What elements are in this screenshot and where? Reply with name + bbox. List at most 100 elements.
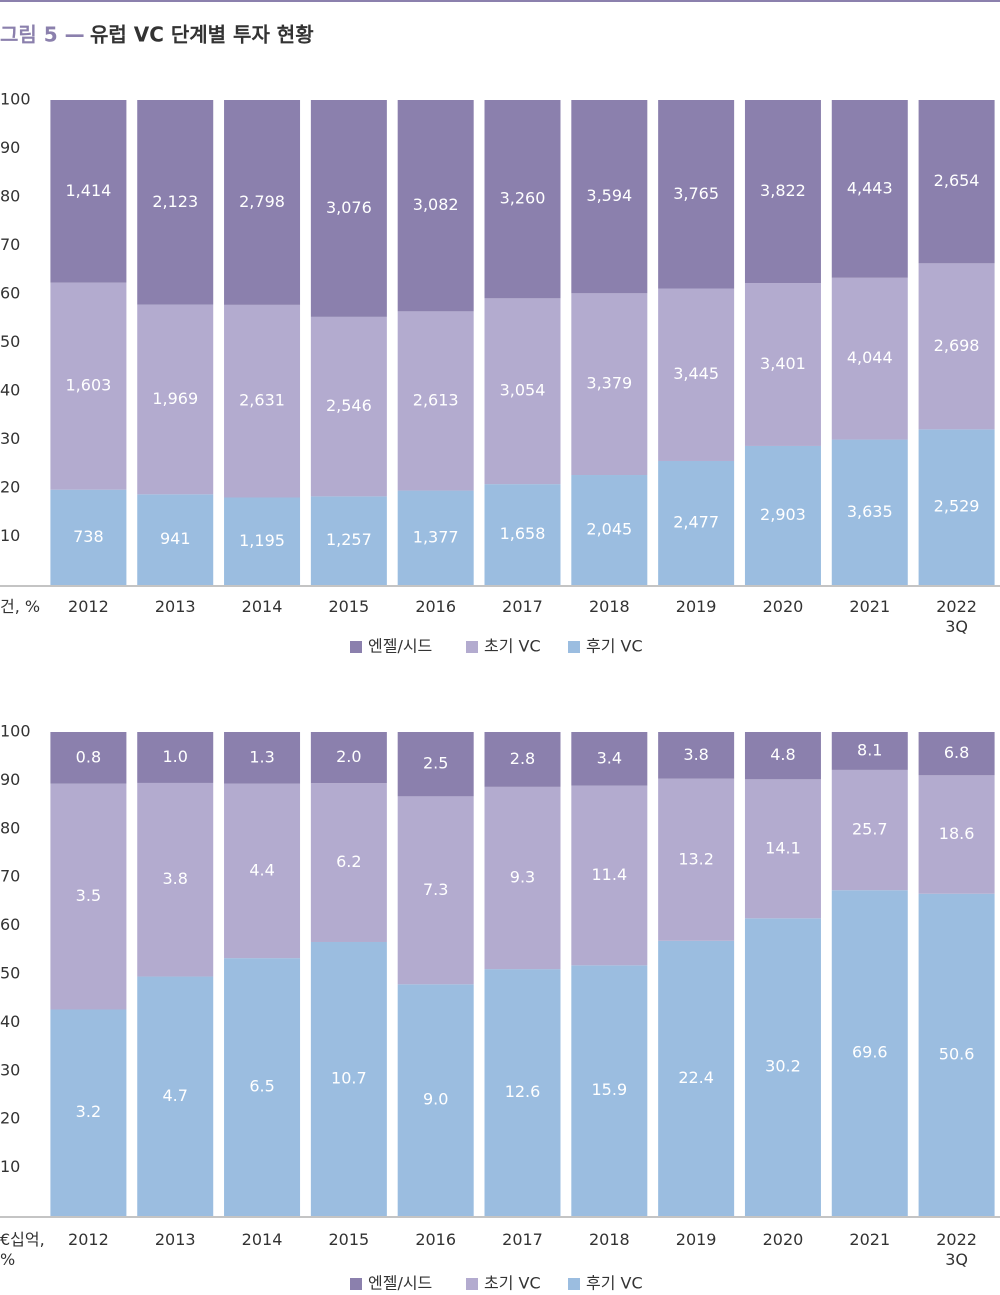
- y-tick-label: 70: [0, 867, 20, 886]
- y-tick-label: 90: [0, 770, 20, 789]
- value-label: 2,613: [413, 390, 459, 409]
- value-label: 30.2: [765, 1057, 801, 1076]
- y-axis-label: 건, %: [0, 597, 40, 616]
- bar-segment: [658, 288, 735, 461]
- bar-segment: [224, 100, 301, 305]
- x-tick-label: 2015: [329, 597, 370, 616]
- y-tick-label: 10: [0, 1157, 20, 1176]
- value-label: 14.1: [765, 838, 801, 857]
- x-tick-label: 2015: [329, 1230, 370, 1249]
- value-label: 941: [160, 529, 191, 548]
- x-tick-label: 2017: [502, 1230, 543, 1249]
- value-label: 2,546: [326, 396, 372, 415]
- x-tick-label: 2019: [676, 597, 717, 616]
- y-tick-label: 90: [0, 138, 20, 157]
- chart-title: 유럽 VC 단계별 투자 현황: [90, 23, 314, 47]
- value-label: 3,765: [673, 184, 719, 203]
- y-tick-label: 40: [0, 381, 20, 400]
- value-label: 2,045: [586, 520, 632, 539]
- bar-segment: [744, 732, 821, 780]
- bar-segment: [50, 783, 127, 1010]
- value-label: 2,123: [152, 192, 198, 211]
- value-label: 4,044: [847, 348, 893, 367]
- value-label: 2,698: [934, 336, 980, 355]
- bar-segment: [658, 732, 735, 779]
- bar-segment: [397, 796, 474, 985]
- value-label: 1,603: [66, 376, 112, 395]
- bar-segment: [484, 732, 561, 787]
- bar-segment: [484, 786, 561, 970]
- x-tick-label: 2018: [589, 1230, 630, 1249]
- bar-segment: [224, 783, 301, 959]
- bar-segment: [571, 100, 648, 294]
- x-tick-label: 2021: [849, 597, 890, 616]
- legend-label: 엔젤/시드: [368, 1274, 432, 1293]
- value-label: 2.0: [336, 747, 361, 766]
- bar-segment: [571, 475, 648, 585]
- value-label: 15.9: [592, 1080, 628, 1099]
- value-label: 1.3: [249, 747, 274, 766]
- value-label: 4,443: [847, 178, 893, 197]
- value-label: 3.8: [683, 745, 708, 764]
- bar-segment: [831, 439, 908, 585]
- x-tick-label: 2022 3Q: [936, 597, 977, 636]
- x-tick-label: 2017: [502, 597, 543, 616]
- bar-segment: [744, 283, 821, 446]
- bar-segment: [658, 778, 735, 941]
- y-tick-label: 60: [0, 915, 20, 934]
- value-label: 9.3: [510, 867, 535, 886]
- x-tick-label: 2012: [68, 597, 109, 616]
- y-tick-label: 80: [0, 187, 20, 206]
- figure-label: 그림 5 —: [0, 23, 85, 47]
- legend-label: 초기 VC: [484, 1274, 541, 1293]
- bar-segment: [571, 293, 648, 476]
- bar-segment: [137, 100, 214, 305]
- bar-segment: [137, 732, 214, 783]
- bar-segment: [918, 100, 995, 264]
- bar-segment: [658, 100, 735, 289]
- legend-label: 후기 VC: [586, 637, 643, 656]
- bar-segment: [571, 732, 648, 786]
- bar-segment: [831, 890, 908, 1216]
- x-tick-label: 2013: [155, 597, 196, 616]
- value-label: 738: [73, 527, 104, 546]
- bar-segment: [137, 494, 214, 585]
- value-label: 3.4: [597, 748, 622, 767]
- bar-segment: [50, 100, 127, 283]
- bar-segment: [137, 304, 214, 495]
- value-label: 50.6: [939, 1044, 975, 1063]
- bar-segment: [831, 732, 908, 770]
- y-tick-label: 40: [0, 1012, 20, 1031]
- value-label: 1,195: [239, 531, 285, 550]
- y-tick-label: 80: [0, 818, 20, 837]
- value-label: 2,798: [239, 192, 285, 211]
- bar-segment: [50, 1009, 127, 1216]
- legend-swatch: [350, 641, 362, 653]
- bar-segment: [224, 304, 301, 498]
- value-label: 3,822: [760, 181, 806, 200]
- bar-segment: [397, 732, 474, 797]
- legend-swatch: [350, 1278, 362, 1290]
- y-tick-label: 10: [0, 526, 20, 545]
- value-label: 2,529: [934, 497, 980, 516]
- bar-segment: [397, 100, 474, 312]
- bar-segment: [918, 263, 995, 430]
- value-label: 3,054: [500, 381, 546, 400]
- x-tick-label: 2016: [415, 1230, 456, 1249]
- value-label: 3.2: [76, 1102, 101, 1121]
- bar-segment: [50, 732, 127, 784]
- bar-segment: [831, 100, 908, 278]
- bar-segment: [310, 100, 387, 317]
- bar-segment: [744, 918, 821, 1216]
- bar-segment: [658, 940, 735, 1216]
- bar-segment: [310, 316, 387, 497]
- value-label: 2,903: [760, 505, 806, 524]
- bar-segment: [918, 732, 995, 776]
- bar-segment: [310, 941, 387, 1216]
- bar-segment: [310, 732, 387, 784]
- legend-label: 후기 VC: [586, 1274, 643, 1293]
- value-label: 3,401: [760, 354, 806, 373]
- bar-segment: [397, 311, 474, 491]
- value-label: 18.6: [939, 824, 975, 843]
- value-label: 1,414: [66, 181, 112, 200]
